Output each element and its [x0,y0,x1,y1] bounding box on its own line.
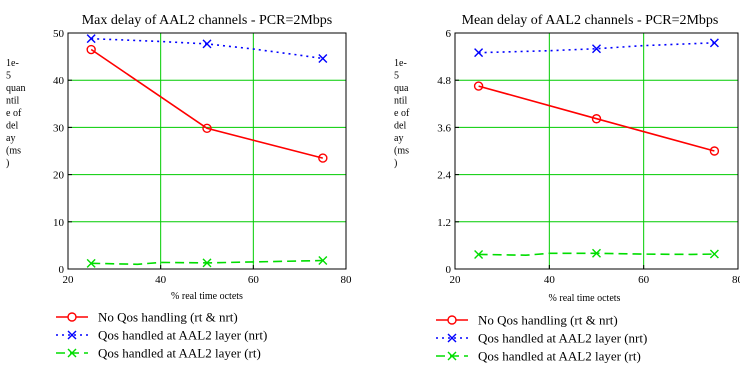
y-axis-label-line-0-4: e of [6,108,22,119]
xtick-label-0-0: 20 [63,274,75,286]
data-point-0-0-2 [318,153,328,163]
series-line-0-0 [90,48,323,159]
ytick-label-1-3: 3.6 [437,122,451,134]
data-point-0-2-1 [202,258,212,268]
marker-stroke [318,53,328,63]
legend-marker-0-2 [67,348,77,358]
marker-stroke [474,249,484,259]
xtick-label-0-2: 60 [248,274,260,286]
marker-stroke [67,330,77,340]
marker-stroke [592,44,601,54]
marker-stroke [202,258,212,268]
marker-stroke [86,258,96,268]
xtick-label-0-3: 80 [341,274,353,286]
xtick-label-1-2: 60 [638,274,650,286]
plot-frame-1 [454,32,739,270]
y-axis-label-line-1-8: ) [394,158,397,169]
y-axis-label-line-0-3: ntil [6,96,20,107]
chart-title-0: Max delay of AAL2 channels - PCR=2Mbps [82,13,333,28]
data-point-1-0-1 [591,114,602,124]
y-axis-label-line-1-0: 1e- [394,58,407,69]
marker-stroke [447,333,457,343]
xtick-label-1-1: 40 [544,274,556,286]
ytick-label-0-4: 40 [53,75,65,87]
legend-label-1-1: Qos handled at AAL2 layer (nrt) [478,331,647,346]
legend-label-1-0: No Qos handling (rt & nrt) [478,313,618,328]
data-point-0-0-0 [86,44,96,55]
xtick-label-1-0: 20 [450,274,462,286]
ytick-label-1-4: 4.8 [437,75,451,87]
y-axis-label-line-0-2: quan [6,83,25,94]
y-axis-label-line-1-4: e of [394,108,410,119]
legend-marker-1-0 [447,315,457,325]
legend-marker-0-1 [67,330,77,340]
ytick-label-1-5: 6 [446,28,452,40]
ytick-label-1-0: 0 [446,264,452,276]
legend-label-0-0: No Qos handling (rt & nrt) [98,310,238,325]
y-axis-label-line-0-1: 5 [6,71,11,82]
data-point-0-1-0 [86,34,96,44]
data-point-1-2-2 [709,249,719,259]
y-axis-label-line-0-0: 1e- [6,58,19,69]
data-point-1-0-2 [709,146,720,156]
marker-stroke [592,248,601,258]
xtick-label-0-1: 40 [155,274,167,286]
data-point-1-0-0 [473,81,484,91]
series-line-1-2 [478,252,715,257]
legend-marker-1-1 [447,333,457,343]
series-line-1-0 [478,85,715,152]
ytick-label-0-2: 20 [53,170,65,182]
marker-stroke [474,48,484,58]
data-point-1-2-0 [474,249,484,259]
y-axis-label-line-1-5: del [394,121,406,132]
ytick-label-0-1: 10 [53,217,65,229]
ytick-label-0-3: 30 [53,122,65,134]
x-axis-label-1: % real time octets [549,293,621,304]
series-line-0-2 [91,259,323,266]
data-point-0-2-2 [318,256,328,265]
data-point-0-1-1 [202,39,212,49]
data-point-0-2-0 [86,258,96,268]
data-point-0-1-2 [318,53,328,63]
y-axis-label-line-0-5: del [6,121,18,132]
y-axis-label-line-0-8: ) [6,158,9,169]
ytick-label-0-0: 0 [59,264,65,276]
y-axis-label-line-0-7: (ms [6,146,21,157]
y-axis-label-line-1-7: (ms [394,146,409,157]
xtick-label-1-3: 80 [732,274,740,286]
y-axis-label-line-1-2: qua [394,83,409,94]
marker-stroke [86,34,96,44]
legend-label-0-1: Qos handled at AAL2 layer (nrt) [98,328,267,343]
y-axis-label-line-1-1: 5 [394,71,399,82]
marker-stroke [709,38,719,48]
chart-title-1: Mean delay of AAL2 channels - PCR=2Mbps [462,13,719,28]
data-point-1-2-1 [592,248,601,258]
marker-stroke [709,249,719,259]
data-point-1-1-2 [709,38,719,48]
series-line-0-1 [91,37,323,60]
x-axis-label-0: % real time octets [171,291,243,302]
y-axis-label-line-0-6: ay [6,133,15,144]
marker-stroke [67,348,77,358]
legend-label-1-2: Qos handled at AAL2 layer (rt) [478,349,641,364]
ytick-label-1-2: 2.4 [437,170,451,182]
y-axis-label-line-1-3: ntil [394,96,408,107]
ytick-label-1-1: 1.2 [437,217,451,229]
ytick-label-0-5: 50 [53,28,65,40]
legend-marker-1-2 [447,351,457,361]
marker-stroke [447,351,457,361]
data-point-1-1-1 [592,44,601,54]
marker-stroke [318,256,328,265]
y-axis-label-line-1-6: ay [394,133,403,144]
plot-frame-0 [67,32,347,270]
data-point-1-1-0 [474,48,484,58]
legend-label-0-2: Qos handled at AAL2 layer (rt) [98,346,261,361]
legend-marker-0-0 [67,312,77,322]
marker-stroke [202,39,212,49]
data-point-0-0-1 [202,123,212,134]
